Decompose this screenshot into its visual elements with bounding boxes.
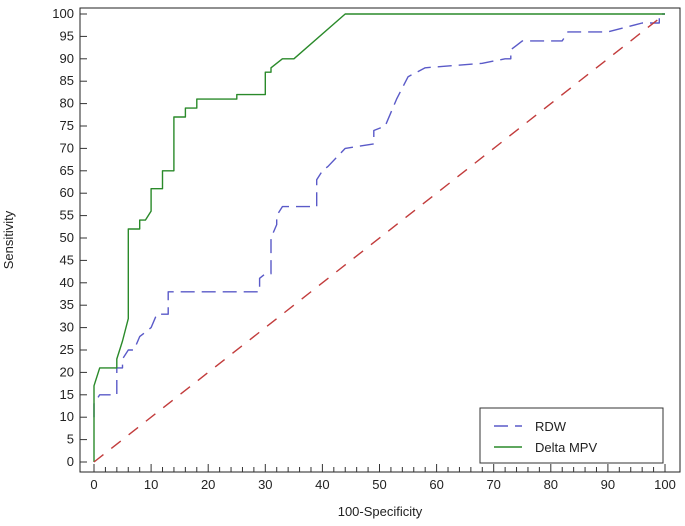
y-tick-label: 5 [67,432,74,447]
x-tick-label: 90 [601,477,615,492]
x-tick-label: 0 [90,477,97,492]
y-tick-label: 55 [60,208,74,223]
x-tick-label: 70 [486,477,500,492]
rdw-line [93,13,665,418]
y-tick-label: 30 [60,320,74,335]
x-tick-label: 100 [654,477,676,492]
y-axis-label: Sensitivity [1,210,16,269]
y-tick-label: 25 [60,342,74,357]
x-tick-label: 40 [315,477,329,492]
y-tick-label: 20 [60,364,74,379]
y-tick-label: 75 [60,118,74,133]
series-layer [93,13,666,463]
y-tick-label: 65 [60,163,74,178]
legend-label-rdw: RDW [535,419,567,434]
axes: 0 10 20 30 40 50 60 70 80 90 100 0 5 10 15 20 25 30 35 40 45… [52,6,676,492]
x-tick-label: 10 [144,477,158,492]
x-tick-label: 50 [372,477,386,492]
y-tick-label: 70 [60,140,74,155]
y-tick-label: 80 [60,96,74,111]
x-tick-label: 80 [544,477,558,492]
y-tick-label: 95 [60,28,74,43]
y-tick-label: 45 [60,252,74,267]
x-tick-label: 60 [429,477,443,492]
legend-label-delta-mpv: Delta MPV [535,440,597,455]
y-tick-label: 10 [60,409,74,424]
y-tick-label: 60 [60,185,74,200]
y-tick-label: 90 [60,51,74,66]
y-tick-label: 35 [60,297,74,312]
y-tick-label: 100 [52,6,74,21]
x-axis-label: 100-Specificity [338,504,423,519]
reference-diagonal-line [93,13,666,463]
y-tick-label: 50 [60,230,74,245]
x-tick-label: 30 [258,477,272,492]
y-tick-label: 40 [60,275,74,290]
x-tick-label: 20 [201,477,215,492]
delta-mpv-line [93,13,665,462]
y-tick-label: 15 [60,387,74,402]
legend-box [479,407,664,464]
legend: RDW Delta MPV [479,407,664,464]
y-tick-label: 85 [60,73,74,88]
y-tick-label: 0 [67,454,74,469]
